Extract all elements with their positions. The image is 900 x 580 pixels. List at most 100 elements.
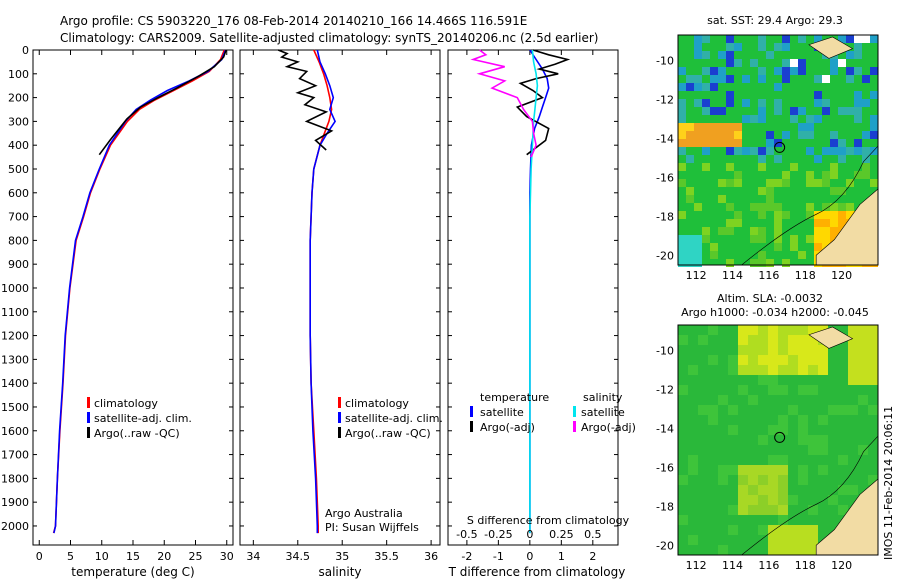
map-cell (694, 251, 702, 259)
map-cell (678, 475, 688, 485)
map-cell (748, 475, 758, 485)
map-cell (738, 385, 748, 395)
s-tick-label: 0.25 (549, 528, 574, 541)
map-cell (778, 545, 788, 555)
map-cell (790, 59, 798, 67)
map-cell (742, 75, 750, 83)
map-cell (808, 335, 818, 345)
legend-heading-temperature: temperature (480, 391, 549, 404)
map-cell (748, 325, 758, 335)
map-cell (830, 139, 838, 147)
legend-text-argo: Argo(..raw -QC) (345, 427, 431, 440)
map-cell (738, 325, 748, 335)
map-cell (838, 485, 848, 495)
salinity-panel-frame (239, 49, 441, 546)
y-tick-label: 1700 (1, 449, 29, 462)
legend-line-argo (338, 427, 341, 438)
map-cell (734, 219, 742, 227)
map-cell (738, 355, 748, 365)
legend-line-sal-satellite (573, 406, 576, 417)
map-cell (862, 147, 870, 155)
map-cell (766, 259, 774, 267)
lat-tick-label: -20 (656, 539, 674, 552)
map-cell (854, 51, 862, 59)
x-tick-label: 36 (424, 550, 438, 563)
lat-tick-label: -20 (656, 249, 674, 262)
map-cell (694, 243, 702, 251)
map-cell (822, 107, 830, 115)
map-cell (798, 415, 808, 425)
y-tick-label: 100 (8, 68, 29, 81)
bathymetry-contour (741, 435, 879, 556)
map-cell (858, 445, 868, 455)
map-cell (846, 179, 854, 187)
map-cell (814, 115, 822, 123)
map-cell (694, 99, 702, 107)
map-cell (806, 115, 814, 123)
map-cell (694, 131, 702, 139)
map-cell (848, 375, 858, 385)
map-cell (710, 131, 718, 139)
map-cell (738, 505, 748, 515)
map-cell (782, 35, 790, 43)
map-cell (822, 171, 830, 179)
map-cell (848, 325, 858, 335)
lat-tick-label: -12 (656, 93, 674, 106)
x-tick-label: 34.5 (286, 550, 311, 563)
map-cell (848, 355, 858, 365)
map-cell (728, 505, 738, 515)
map-cell (862, 75, 870, 83)
map-cell (702, 131, 710, 139)
map-cell (702, 139, 710, 147)
map-cell (758, 211, 766, 219)
map-cell (774, 211, 782, 219)
temperature-legend: climatology satellite-adj. clim. Argo(..… (87, 397, 192, 440)
map-cell (778, 355, 788, 365)
map-cell (822, 99, 830, 107)
map-cell (750, 203, 758, 211)
map-cell (830, 227, 838, 235)
map-cell (774, 43, 782, 51)
map-cell (726, 59, 734, 67)
map-cell (718, 545, 728, 555)
map-cell (782, 211, 790, 219)
map-cell (750, 259, 758, 267)
map-cell (726, 123, 734, 131)
map-cell (778, 425, 788, 435)
map-cell (788, 525, 798, 535)
series-line-argo-raw-qc- (277, 49, 334, 151)
map-cell (698, 335, 708, 345)
x-tick-label: 30 (220, 550, 234, 563)
map-cell (870, 131, 878, 139)
lat-tick-label: -10 (656, 344, 674, 357)
map-cell (798, 107, 806, 115)
map-cell (758, 163, 766, 171)
map-cell (726, 139, 734, 147)
map-cell (768, 505, 778, 515)
map-cell (726, 227, 734, 235)
map-cell (838, 203, 846, 211)
map-cell (738, 475, 748, 485)
map-cell (726, 163, 734, 171)
map-cell (778, 505, 788, 515)
y-tick-label: 900 (8, 258, 29, 271)
map-cell (678, 259, 686, 267)
map-cell (830, 203, 838, 211)
map-cell (778, 335, 788, 345)
lat-tick-label: -16 (656, 461, 674, 474)
map-cell (774, 243, 782, 251)
map-cell (818, 345, 828, 355)
x-tick-label: 2 (589, 550, 596, 563)
map-cell (688, 365, 698, 375)
map-cell (798, 67, 806, 75)
map-cell (774, 219, 782, 227)
map-cell (870, 123, 878, 131)
y-tick-label: 300 (8, 115, 29, 128)
map-cell (702, 123, 710, 131)
map-cell (838, 211, 846, 219)
map-cell (854, 171, 862, 179)
map-cell (738, 495, 748, 505)
map-cell (694, 259, 702, 267)
map-cell (798, 131, 806, 139)
